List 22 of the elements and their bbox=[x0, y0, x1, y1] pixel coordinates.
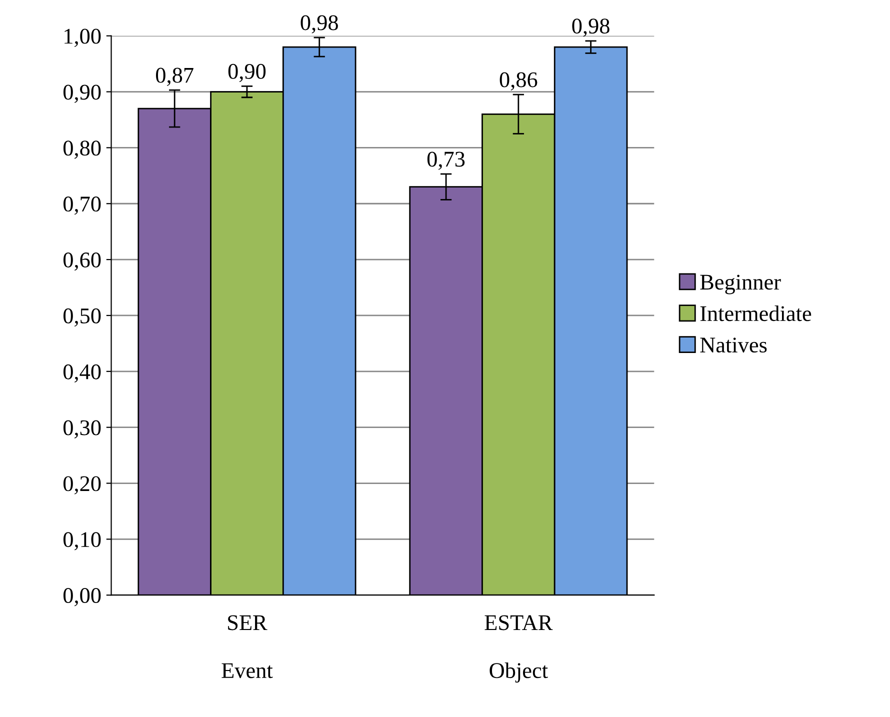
y-tick-label: 1,00 bbox=[64, 28, 101, 47]
data-label: 0,86 bbox=[500, 72, 538, 90]
y-tick-label: 0,20 bbox=[63, 476, 101, 494]
y-tick-label: 0,90 bbox=[63, 84, 101, 103]
data-label: 0,87 bbox=[156, 68, 194, 86]
data-label: 0,98 bbox=[572, 18, 610, 37]
y-tick-label: 0,40 bbox=[63, 364, 101, 383]
y-tick-label: 0,10 bbox=[63, 532, 101, 550]
legend-label: Intermediate bbox=[700, 306, 812, 322]
y-tick-label: 0,80 bbox=[63, 140, 101, 159]
data-label: 0,73 bbox=[427, 152, 465, 170]
data-label: 0,98 bbox=[300, 15, 338, 34]
category-label: ESTAR Object bbox=[484, 615, 553, 683]
y-tick-label: 0,30 bbox=[63, 420, 101, 438]
y-tick-label: 0,00 bbox=[63, 588, 101, 606]
data-label: 0,90 bbox=[228, 64, 266, 82]
category-label: SER Event bbox=[222, 615, 273, 678]
y-tick-label: 0,50 bbox=[63, 308, 101, 327]
y-tick-label: 0,60 bbox=[63, 252, 101, 271]
legend-label: Beginner bbox=[700, 274, 781, 294]
y-tick-label: 0,70 bbox=[63, 196, 101, 215]
legend-label: Natives bbox=[700, 338, 767, 353]
